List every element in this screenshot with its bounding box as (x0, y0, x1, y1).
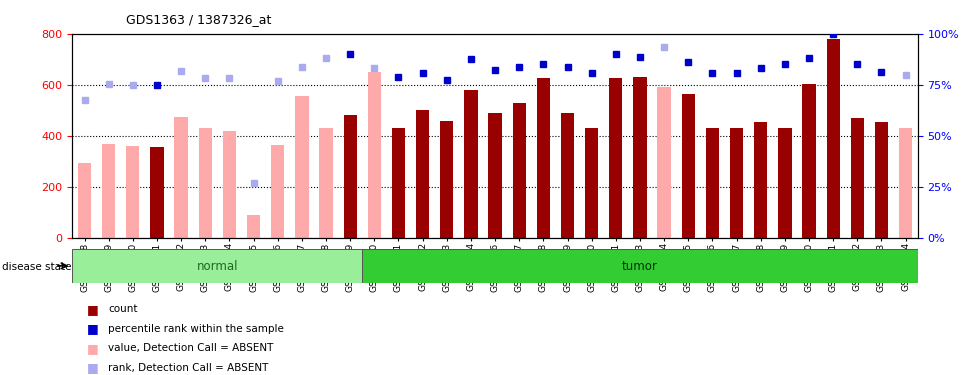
Text: ■: ■ (87, 362, 99, 374)
Bar (585, 128, 598, 238)
Bar (223, 131, 236, 238)
Bar (851, 118, 864, 238)
Bar (827, 39, 839, 238)
Text: tumor: tumor (622, 260, 658, 273)
Text: normal: normal (197, 260, 238, 273)
Bar (730, 128, 743, 238)
Bar (151, 147, 163, 238)
Bar (489, 113, 501, 238)
Text: count: count (108, 304, 138, 314)
Bar (416, 110, 429, 238)
Bar (368, 72, 381, 238)
Bar (513, 103, 526, 238)
Bar (362, 249, 918, 283)
Bar (247, 215, 260, 238)
Bar (465, 90, 477, 238)
Bar (537, 78, 550, 238)
Bar (658, 87, 670, 238)
Bar (320, 128, 332, 238)
Text: percentile rank within the sample: percentile rank within the sample (108, 324, 284, 334)
Bar (899, 128, 912, 238)
Text: rank, Detection Call = ABSENT: rank, Detection Call = ABSENT (108, 363, 269, 373)
Bar (634, 77, 646, 238)
Bar (754, 122, 767, 238)
Bar (610, 78, 622, 238)
Bar (875, 122, 888, 238)
Bar (561, 113, 574, 238)
Bar (682, 94, 695, 238)
Bar (392, 128, 405, 238)
Text: disease state: disease state (2, 262, 71, 272)
Bar (199, 128, 212, 238)
Bar (344, 116, 356, 238)
Text: ■: ■ (87, 303, 99, 316)
Bar (803, 84, 815, 238)
Text: GDS1363 / 1387326_at: GDS1363 / 1387326_at (126, 13, 270, 26)
Bar (271, 145, 284, 238)
Bar (127, 146, 139, 238)
Bar (440, 121, 453, 238)
Bar (72, 249, 362, 283)
Bar (102, 144, 115, 238)
Bar (78, 163, 91, 238)
Bar (296, 96, 308, 238)
Bar (175, 117, 187, 238)
Bar (779, 128, 791, 238)
Text: value, Detection Call = ABSENT: value, Detection Call = ABSENT (108, 344, 273, 353)
Text: ■: ■ (87, 342, 99, 355)
Text: ■: ■ (87, 322, 99, 335)
Bar (706, 128, 719, 238)
